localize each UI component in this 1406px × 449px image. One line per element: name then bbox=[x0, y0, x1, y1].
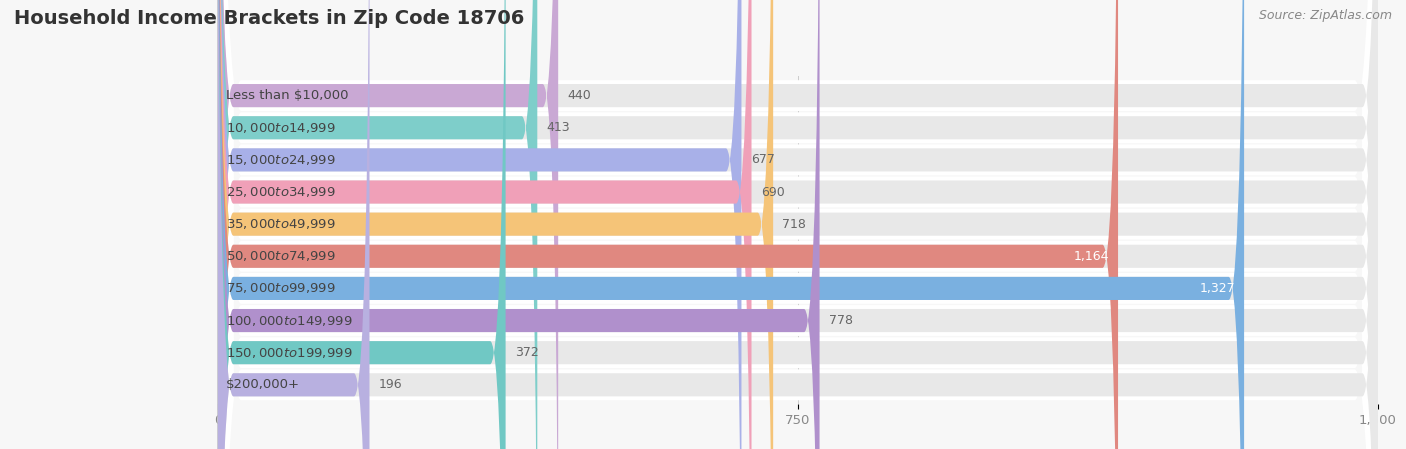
FancyBboxPatch shape bbox=[218, 0, 1378, 449]
FancyBboxPatch shape bbox=[218, 0, 1378, 449]
Text: $35,000 to $49,999: $35,000 to $49,999 bbox=[225, 217, 336, 231]
Text: Less than $10,000: Less than $10,000 bbox=[225, 89, 349, 102]
FancyBboxPatch shape bbox=[218, 0, 1378, 449]
FancyBboxPatch shape bbox=[218, 0, 773, 449]
Text: 677: 677 bbox=[751, 154, 775, 167]
FancyBboxPatch shape bbox=[218, 0, 1378, 449]
Text: $50,000 to $74,999: $50,000 to $74,999 bbox=[225, 249, 336, 263]
Text: 690: 690 bbox=[761, 185, 785, 198]
FancyBboxPatch shape bbox=[218, 0, 1378, 449]
Text: 413: 413 bbox=[547, 121, 571, 134]
Text: $150,000 to $199,999: $150,000 to $199,999 bbox=[225, 346, 352, 360]
Text: $75,000 to $99,999: $75,000 to $99,999 bbox=[225, 282, 336, 295]
Text: 718: 718 bbox=[782, 218, 806, 231]
Text: 196: 196 bbox=[378, 379, 402, 392]
FancyBboxPatch shape bbox=[218, 0, 751, 449]
FancyBboxPatch shape bbox=[218, 0, 1378, 449]
Text: $25,000 to $34,999: $25,000 to $34,999 bbox=[225, 185, 336, 199]
FancyBboxPatch shape bbox=[218, 0, 506, 449]
FancyBboxPatch shape bbox=[218, 0, 1378, 449]
FancyBboxPatch shape bbox=[218, 0, 1378, 449]
FancyBboxPatch shape bbox=[218, 0, 1378, 449]
FancyBboxPatch shape bbox=[218, 0, 558, 449]
Text: 372: 372 bbox=[515, 346, 538, 359]
FancyBboxPatch shape bbox=[218, 0, 370, 449]
FancyBboxPatch shape bbox=[218, 0, 1378, 449]
FancyBboxPatch shape bbox=[218, 0, 1118, 449]
Text: $100,000 to $149,999: $100,000 to $149,999 bbox=[225, 313, 352, 328]
FancyBboxPatch shape bbox=[218, 0, 1244, 449]
FancyBboxPatch shape bbox=[218, 0, 1378, 449]
Text: 1,164: 1,164 bbox=[1073, 250, 1109, 263]
Text: Household Income Brackets in Zip Code 18706: Household Income Brackets in Zip Code 18… bbox=[14, 9, 524, 28]
FancyBboxPatch shape bbox=[218, 0, 1378, 449]
Text: 1,327: 1,327 bbox=[1199, 282, 1234, 295]
FancyBboxPatch shape bbox=[218, 0, 1378, 449]
FancyBboxPatch shape bbox=[218, 0, 741, 449]
Text: $10,000 to $14,999: $10,000 to $14,999 bbox=[225, 121, 336, 135]
Text: 440: 440 bbox=[568, 89, 591, 102]
Text: $15,000 to $24,999: $15,000 to $24,999 bbox=[225, 153, 336, 167]
FancyBboxPatch shape bbox=[218, 0, 1378, 449]
FancyBboxPatch shape bbox=[218, 0, 1378, 449]
FancyBboxPatch shape bbox=[218, 0, 537, 449]
Text: Source: ZipAtlas.com: Source: ZipAtlas.com bbox=[1258, 9, 1392, 22]
FancyBboxPatch shape bbox=[218, 0, 1378, 449]
Text: 778: 778 bbox=[830, 314, 853, 327]
FancyBboxPatch shape bbox=[218, 0, 1378, 449]
FancyBboxPatch shape bbox=[218, 0, 820, 449]
FancyBboxPatch shape bbox=[218, 0, 1378, 449]
Text: $200,000+: $200,000+ bbox=[225, 379, 299, 392]
FancyBboxPatch shape bbox=[218, 0, 1378, 449]
FancyBboxPatch shape bbox=[218, 0, 1378, 449]
